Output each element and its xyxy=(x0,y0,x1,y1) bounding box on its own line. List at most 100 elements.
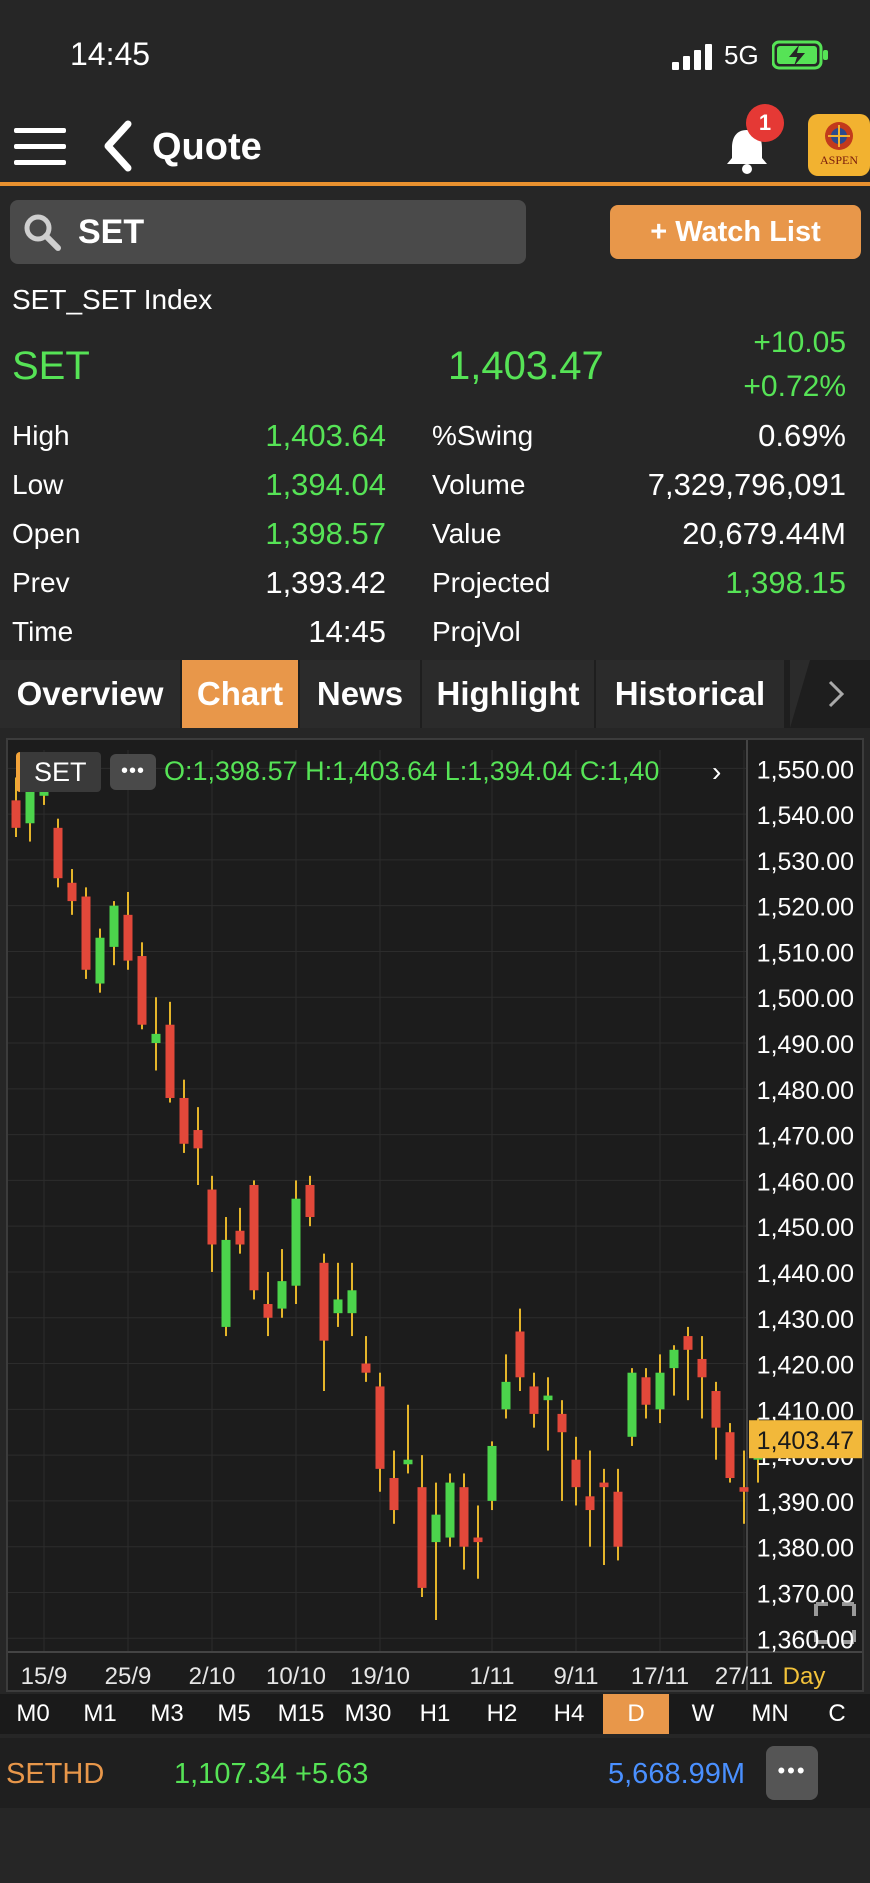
bottom-ticker[interactable] xyxy=(0,1738,870,1808)
price-change: +10.05 xyxy=(753,326,846,359)
timeframe-c[interactable]: C xyxy=(828,1700,846,1727)
timeframe-h1[interactable]: H1 xyxy=(419,1700,451,1727)
y-tick-label: 1,540.00 xyxy=(757,802,854,830)
tab-highlight[interactable]: Highlight xyxy=(422,660,594,728)
x-tick-label: 15/9 xyxy=(21,1663,68,1690)
price-chart[interactable]: 1,550.00 1,540.00 1,530.00 1,520.00 1,510.00… xyxy=(6,738,864,1692)
candle-body xyxy=(347,1290,357,1314)
tab-chart[interactable]: Chart xyxy=(182,660,298,728)
candle-body xyxy=(235,1230,245,1245)
candle-body xyxy=(305,1184,315,1218)
y-tick-label: 1,480.00 xyxy=(757,1077,854,1105)
stat-label-value: Value xyxy=(432,518,502,549)
tab-news[interactable]: News xyxy=(300,660,420,728)
ticker-symbol[interactable]: SETHD xyxy=(6,1758,105,1790)
status-time: 14:45 xyxy=(70,36,151,72)
last-price-marker xyxy=(749,1420,862,1459)
y-tick-label: 1,520.00 xyxy=(757,894,854,922)
tab-overview[interactable]: Overview xyxy=(0,660,180,728)
stat-value-open: 1,398.57 xyxy=(265,516,386,551)
candle-body xyxy=(109,905,119,947)
y-tick-label: 1,460.00 xyxy=(757,1168,854,1196)
candle-body xyxy=(599,1482,609,1488)
stat-label-swing: %Swing xyxy=(432,420,534,451)
stat-label-projected: Projected xyxy=(432,567,551,598)
chart-more-icon[interactable]: ••• xyxy=(110,754,156,790)
candle-body xyxy=(389,1478,399,1511)
candlestick-chart[interactable]: 1,550.00 1,540.00 1,530.00 1,520.00 1,510.00… xyxy=(8,740,862,1690)
app-header: Quote xyxy=(0,110,870,186)
x-tick-label: 25/9 xyxy=(105,1663,152,1690)
page-title: Quote xyxy=(152,126,262,168)
candle-body xyxy=(277,1281,287,1309)
candle-body xyxy=(529,1386,539,1414)
fullscreen-icon[interactable] xyxy=(814,1602,856,1644)
y-tick-label: 1,390.00 xyxy=(757,1489,854,1517)
tab-scroll-right-icon[interactable] xyxy=(790,660,870,728)
x-tick-label: 17/11 xyxy=(631,1663,689,1690)
candle-body xyxy=(473,1537,483,1543)
y-tick-label: 1,420.00 xyxy=(757,1352,854,1380)
back-chevron-icon[interactable] xyxy=(100,120,136,172)
candle-body xyxy=(193,1130,203,1149)
candle-body xyxy=(67,882,77,902)
timeframe-m5[interactable]: M5 xyxy=(217,1700,251,1727)
y-tick-label: 1,370.00 xyxy=(757,1580,854,1608)
stat-value-projected: 1,398.15 xyxy=(725,565,846,600)
stat-value-low: 1,394.04 xyxy=(265,467,386,502)
quote-tab-bar: Overview Chart News Highlight Historical xyxy=(0,660,870,728)
symbol-search-input[interactable] xyxy=(78,200,498,264)
timeframe-m15[interactable]: M15 xyxy=(277,1700,325,1727)
aspen-logo[interactable]: ASPEN xyxy=(808,114,870,176)
candle-body xyxy=(641,1377,651,1405)
candle-body xyxy=(249,1184,259,1291)
candle-body xyxy=(431,1514,441,1543)
x-tick-label: 2/10 xyxy=(189,1663,236,1690)
timeframe-h4[interactable]: H4 xyxy=(553,1700,585,1727)
y-tick-label: 1,450.00 xyxy=(757,1214,854,1242)
timeframe-m1[interactable]: M1 xyxy=(83,1700,117,1727)
aspen-emblem-icon xyxy=(825,122,853,150)
chart-symbol-label[interactable]: SET xyxy=(16,752,101,792)
timeframe-d[interactable]: D xyxy=(603,1694,669,1734)
tab-historical[interactable]: Historical xyxy=(596,660,784,728)
ticker-value: 5,668.99M xyxy=(608,1758,746,1790)
candle-body xyxy=(627,1372,637,1437)
candle-body xyxy=(375,1386,385,1469)
candle-body xyxy=(25,791,35,824)
candle-body xyxy=(459,1487,469,1547)
stat-value-high: 1,403.64 xyxy=(265,418,386,453)
candle-body xyxy=(725,1432,735,1479)
candle-body xyxy=(515,1331,525,1378)
stat-label-prev: Prev xyxy=(12,567,70,598)
candle-body xyxy=(179,1097,189,1144)
quote-symbol: SET xyxy=(12,344,90,388)
chart-ohlc-readout: O:1,398.57 H:1,403.64 L:1,394.04 C:1,40 xyxy=(164,756,660,786)
timeframe-h2[interactable]: H2 xyxy=(486,1700,518,1727)
candle-body xyxy=(585,1496,595,1511)
stat-value-swing: 0.69% xyxy=(758,418,846,453)
candle-body xyxy=(711,1391,721,1428)
status-bar: 14:45 5G xyxy=(0,0,870,110)
symbol-search-box[interactable] xyxy=(10,200,526,264)
candle-body xyxy=(501,1381,511,1410)
stat-value-volume: 7,329,796,091 xyxy=(647,467,846,502)
timeframe-m30[interactable]: M30 xyxy=(344,1700,392,1727)
candle-body xyxy=(403,1459,413,1465)
ticker-price: 1,107.34 +5.63 xyxy=(174,1758,369,1790)
ticker-more-icon[interactable]: ••• xyxy=(766,1746,818,1800)
candle-body xyxy=(319,1262,329,1341)
add-to-watchlist-button[interactable]: + Watch List xyxy=(610,205,861,259)
battery-charging-icon xyxy=(772,40,828,70)
candle-body xyxy=(361,1363,371,1373)
ohlc-scroll-right-icon[interactable]: › xyxy=(712,756,722,787)
stat-label-low: Low xyxy=(12,469,64,500)
aspen-logo-text: ASPEN xyxy=(819,153,858,167)
timeframe-w[interactable]: W xyxy=(691,1700,715,1727)
x-tick-label: 19/10 xyxy=(350,1663,410,1690)
candle-body xyxy=(655,1372,665,1410)
timeframe-m0[interactable]: M0 xyxy=(16,1700,50,1727)
timeframe-mn[interactable]: MN xyxy=(751,1700,789,1727)
hamburger-menu-icon[interactable] xyxy=(14,124,66,170)
timeframe-m3[interactable]: M3 xyxy=(150,1700,184,1727)
